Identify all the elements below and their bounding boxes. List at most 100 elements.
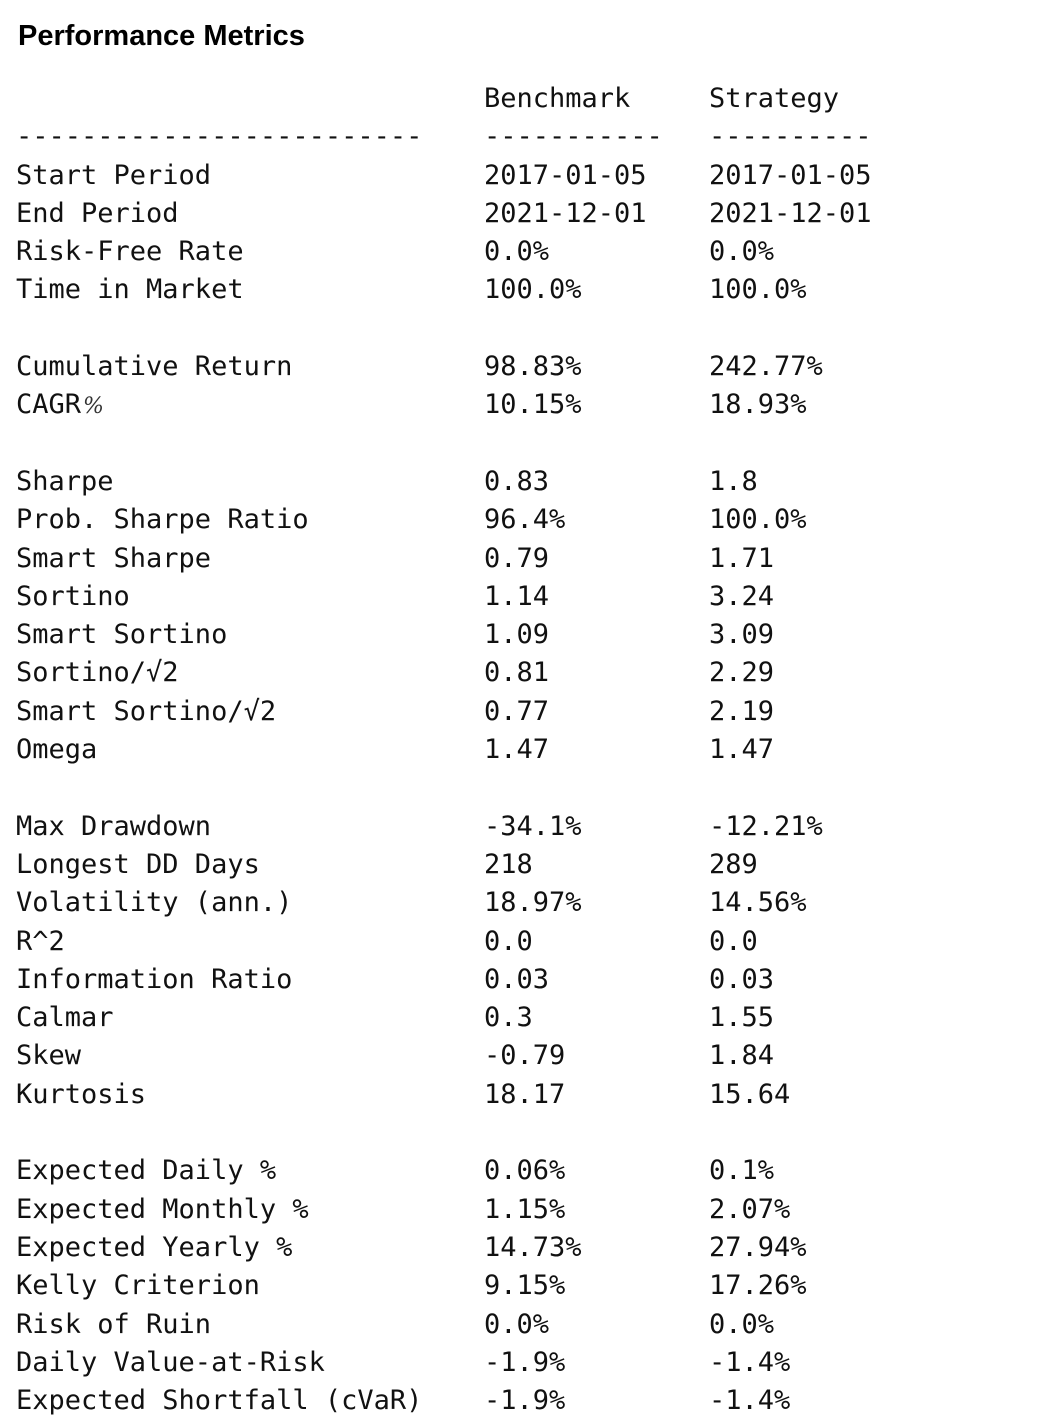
benchmark-value: 0.83 [484, 465, 550, 497]
metric-label: CAGR% [16, 386, 104, 426]
strategy-value: 100.0% [709, 504, 807, 536]
metric-label: End Period [16, 195, 179, 233]
benchmark-value: 2017-01-05 [484, 159, 647, 191]
benchmark-value: 96.4% [484, 504, 566, 536]
metric-label: Expected Monthly % [16, 1191, 309, 1229]
metric-name: Risk of Ruin [16, 1308, 212, 1340]
benchmark-value: -1.9% [484, 1385, 566, 1417]
metric-name: Risk-Free Rate [16, 236, 244, 268]
metric-label: Information Ratio [16, 961, 292, 999]
benchmark-value: 1.14 [484, 580, 550, 612]
table-row: Risk of Ruin 0.0% 0.0% [16, 1306, 1026, 1344]
metric-name: Omega [16, 734, 98, 766]
table-row: R^2 0.0 0.0 [16, 923, 1026, 961]
strategy-value: 0.0% [709, 1308, 775, 1340]
benchmark-value: -0.79 [484, 1040, 566, 1072]
table-row: Time in Market 100.0% 100.0% [16, 271, 1026, 309]
table-row: Longest DD Days 218 289 [16, 846, 1026, 884]
metric-label: Prob. Sharpe Ratio [16, 501, 309, 539]
strategy-value: 1.84 [709, 1040, 775, 1072]
metric-label: Expected Shortfall (cVaR) [16, 1382, 422, 1420]
strategy-value: 15.64 [709, 1078, 791, 1110]
benchmark-value: 0.81 [484, 657, 550, 689]
strategy-value: 0.1% [709, 1155, 775, 1187]
table-row: Expected Monthly % 1.15% 2.07% [16, 1191, 1026, 1229]
metric-name: Smart Sortino/√2 [16, 695, 277, 727]
table-row: Max Drawdown -34.1% -12.21% [16, 808, 1026, 846]
metric-name: Start Period [16, 159, 212, 191]
strategy-value: -1.4% [709, 1385, 791, 1417]
metric-name: Expected Shortfall (cVaR) [16, 1385, 423, 1417]
benchmark-value: 0.0% [484, 1308, 550, 1340]
metric-name: Skew [16, 1040, 82, 1072]
strategy-value: 1.71 [709, 542, 775, 574]
metric-name: Kurtosis [16, 1078, 147, 1110]
strategy-value: 1.8 [709, 465, 758, 497]
metric-label: Cumulative Return [16, 348, 292, 386]
strategy-value: 1.47 [709, 734, 775, 766]
metric-label: Max Drawdown [16, 808, 211, 846]
benchmark-value: 14.73% [484, 1231, 582, 1263]
benchmark-value: 0.0 [484, 925, 533, 957]
strategy-value: 27.94% [709, 1231, 807, 1263]
table-row: Expected Shortfall (cVaR) -1.9% -1.4% [16, 1382, 1026, 1420]
metric-suffix: % [83, 394, 104, 420]
header-row: Benchmark Strategy [16, 80, 1026, 118]
benchmark-value: 218 [484, 848, 533, 880]
metric-name: End Period [16, 197, 179, 229]
strategy-value: 14.56% [709, 887, 807, 919]
benchmark-value: 2021-12-01 [484, 197, 647, 229]
metric-label: Omega [16, 731, 97, 769]
metric-name: Smart Sharpe [16, 542, 212, 574]
separator-row: ------------------------- ----------- --… [16, 118, 1026, 156]
benchmark-value: 1.09 [484, 619, 550, 651]
metric-name: Max Drawdown [16, 810, 212, 842]
benchmark-value: 9.15% [484, 1270, 566, 1302]
metric-name: Information Ratio [16, 963, 293, 995]
strategy-header: Strategy [709, 83, 840, 114]
strategy-value: 3.09 [709, 619, 775, 651]
strategy-value: 242.77% [709, 351, 823, 383]
metric-label: Volatility (ann.) [16, 884, 292, 922]
strategy-value: 2017-01-05 [709, 159, 872, 191]
benchmark-value: 0.77 [484, 695, 550, 727]
metric-label: Kurtosis [16, 1076, 146, 1114]
table-row: Sharpe 0.83 1.8 [16, 463, 1026, 501]
table-row: Omega 1.47 1.47 [16, 731, 1026, 769]
strategy-value: 18.93% [709, 389, 807, 421]
metric-name: Expected Monthly % [16, 1193, 309, 1225]
metric-label: Smart Sortino [16, 616, 227, 654]
benchmark-value: 98.83% [484, 351, 582, 383]
metric-label: Daily Value-at-Risk [16, 1344, 325, 1382]
table-row: Kurtosis 18.17 15.64 [16, 1076, 1026, 1114]
metric-separator: ------------------------- [16, 121, 423, 153]
table-row: Start Period 2017-01-05 2017-01-05 [16, 157, 1026, 195]
spacer-row [16, 1114, 1026, 1152]
table-row: CAGR% 10.15% 18.93% [16, 386, 1026, 424]
metric-label: Sortino [16, 578, 130, 616]
strategy-value: 3.24 [709, 580, 775, 612]
metric-name: Cumulative Return [16, 351, 293, 383]
metric-name: Sortino [16, 580, 130, 612]
table-row: Calmar 0.3 1.55 [16, 999, 1026, 1037]
metric-name: Sharpe [16, 465, 114, 497]
metric-name: Sortino/√2 [16, 657, 179, 689]
table-row: Daily Value-at-Risk -1.9% -1.4% [16, 1344, 1026, 1382]
metric-label: Calmar [16, 999, 114, 1037]
strategy-separator: ---------- [709, 121, 872, 153]
table-row: Skew -0.79 1.84 [16, 1037, 1026, 1075]
metric-name: Calmar [16, 1002, 114, 1034]
metric-label: Kelly Criterion [16, 1267, 260, 1305]
metric-name: CAGR [16, 389, 82, 421]
benchmark-value: 100.0% [484, 274, 582, 306]
metric-label: Smart Sortino/√2 [16, 693, 276, 731]
page-title: Performance Metrics [18, 20, 305, 52]
metric-label: Risk of Ruin [16, 1306, 211, 1344]
table-row: Information Ratio 0.03 0.03 [16, 961, 1026, 999]
benchmark-value: 0.3 [484, 1002, 533, 1034]
metric-name: Kelly Criterion [16, 1270, 260, 1302]
strategy-value: 2.29 [709, 657, 775, 689]
benchmark-value: 1.47 [484, 734, 550, 766]
strategy-value: 2.19 [709, 695, 775, 727]
metric-label: R^2 [16, 923, 65, 961]
